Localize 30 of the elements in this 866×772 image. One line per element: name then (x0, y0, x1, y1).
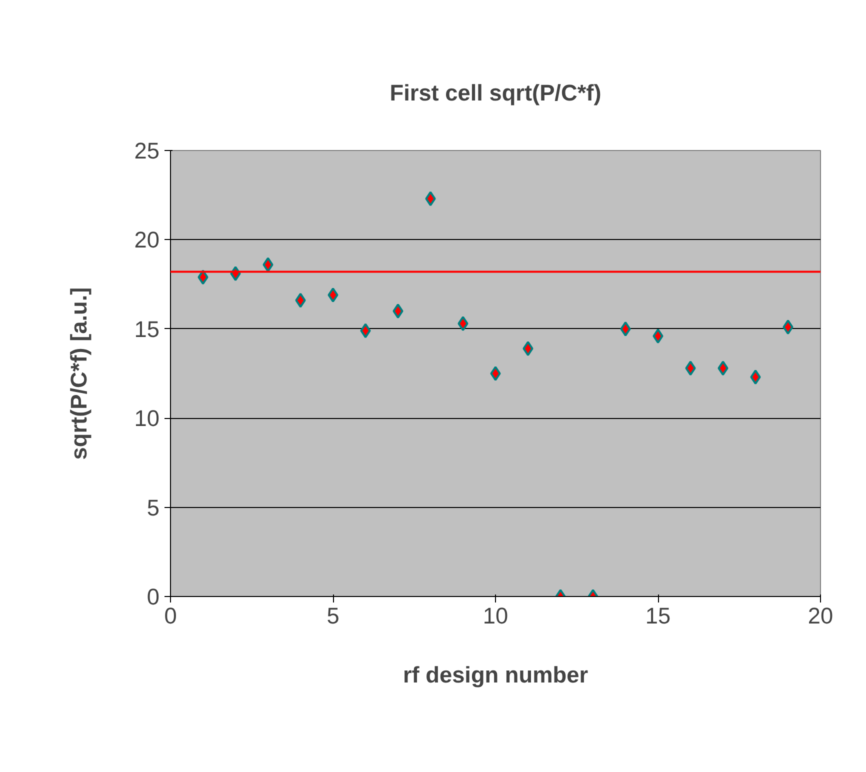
point (328, 288, 338, 303)
y-tick-label: 20 (134, 226, 160, 253)
point (360, 323, 371, 338)
point (685, 360, 696, 376)
y-axis-title: sqrt(P/C*f) [a.u.] (65, 287, 92, 460)
point (458, 316, 468, 332)
point (262, 257, 274, 272)
y-tick-label: 10 (134, 405, 160, 432)
point (782, 320, 794, 335)
y-tick-label: 0 (146, 584, 160, 610)
x-axis-title: rf design number (402, 662, 588, 688)
x-tick-label: 15 (645, 602, 671, 628)
point (522, 341, 534, 356)
point (652, 328, 664, 344)
point (620, 321, 631, 336)
y-tick-label: 25 (134, 138, 160, 164)
y-tick-label: 5 (146, 494, 160, 520)
point (295, 292, 306, 308)
point (392, 304, 404, 319)
point (425, 191, 436, 206)
x-tick-label: 10 (482, 602, 508, 628)
point (750, 370, 761, 385)
point (718, 360, 728, 376)
x-tick-label: 0 (164, 602, 177, 628)
chart-title: First cell sqrt(P/C*f) (390, 80, 602, 106)
y-tick-label: 15 (134, 316, 160, 342)
x-tick-label: 5 (326, 602, 340, 628)
point (490, 366, 501, 381)
x-tick-label: 20 (808, 602, 834, 628)
point (198, 270, 208, 285)
